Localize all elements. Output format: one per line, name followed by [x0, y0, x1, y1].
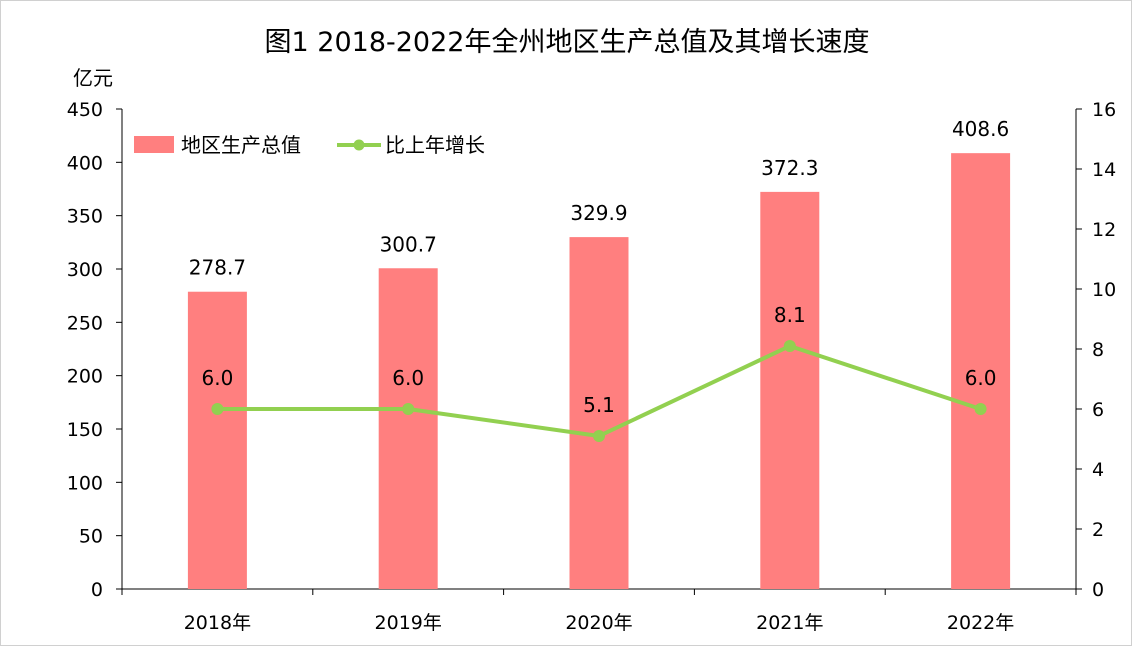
bar: [187, 291, 247, 589]
line-data-label: 6.0: [392, 366, 424, 390]
y-right-tick-label: 0: [1092, 579, 1104, 601]
line-data-label: 8.1: [774, 303, 806, 327]
bar-data-label: 329.9: [570, 201, 627, 225]
line-point: [402, 403, 415, 415]
y-axis-unit: 亿元: [73, 66, 113, 90]
y-left-tick-label: 250: [67, 312, 103, 334]
line-point: [974, 403, 987, 415]
y-right-tick-label: 12: [1092, 219, 1116, 241]
bar: [760, 191, 820, 589]
chart-title: 图1 2018-2022年全州地区生产总值及其增长速度: [265, 27, 870, 58]
line-point: [593, 430, 605, 442]
legend: 地区生产总值 比上年增长: [134, 133, 485, 157]
plot-area: 0 50 100 150 200 250 300 350 400 450 0 2 4 6 8 10 12 14 16…: [67, 99, 1116, 634]
x-tick-label: 2019年: [375, 612, 442, 634]
y-right-tick-label: 4: [1092, 459, 1104, 481]
y-right-tick-label: 16: [1092, 99, 1116, 121]
y-right-tick-label: 2: [1092, 519, 1104, 541]
line-point: [783, 340, 796, 352]
y-left-tick-label: 450: [67, 99, 103, 121]
legend-line-marker: [353, 139, 365, 151]
y-right-tick-label: 14: [1092, 159, 1116, 181]
line-data-label: 6.0: [965, 366, 997, 390]
y-left-tick-label: 400: [67, 152, 103, 174]
bar-data-label: 278.7: [189, 256, 246, 280]
y-left-tick-label: 200: [67, 366, 103, 388]
y-right-tick-label: 10: [1092, 279, 1116, 301]
x-tick-label: 2021年: [756, 612, 823, 634]
legend-bar-label: 地区生产总值: [181, 133, 301, 157]
legend-line-label: 比上年增长: [385, 133, 485, 157]
y-left-tick-label: 0: [91, 579, 103, 601]
bar-data-label: 408.6: [952, 117, 1009, 141]
bar-data-label: 372.3: [761, 156, 818, 180]
y-left-tick-label: 50: [79, 526, 103, 548]
y-left-tick-label: 100: [67, 472, 103, 494]
bar: [378, 268, 438, 589]
x-tick-label: 2022年: [947, 612, 1014, 634]
line-point: [211, 403, 224, 415]
y-left-tick-label: 300: [67, 259, 103, 281]
bar-data-label: 300.7: [380, 232, 437, 256]
bar: [569, 237, 629, 589]
legend-bar-swatch: [134, 136, 174, 153]
y-left-tick-label: 150: [67, 419, 103, 441]
y-right-tick-label: 8: [1092, 339, 1104, 361]
line-data-label: 6.0: [201, 366, 233, 390]
y-left-tick-label: 350: [67, 206, 103, 228]
line-data-label: 5.1: [583, 393, 615, 417]
x-tick-label: 2020年: [565, 612, 632, 634]
x-tick-label: 2018年: [184, 612, 251, 634]
y-right-tick-label: 6: [1092, 399, 1104, 421]
bar: [951, 153, 1011, 589]
